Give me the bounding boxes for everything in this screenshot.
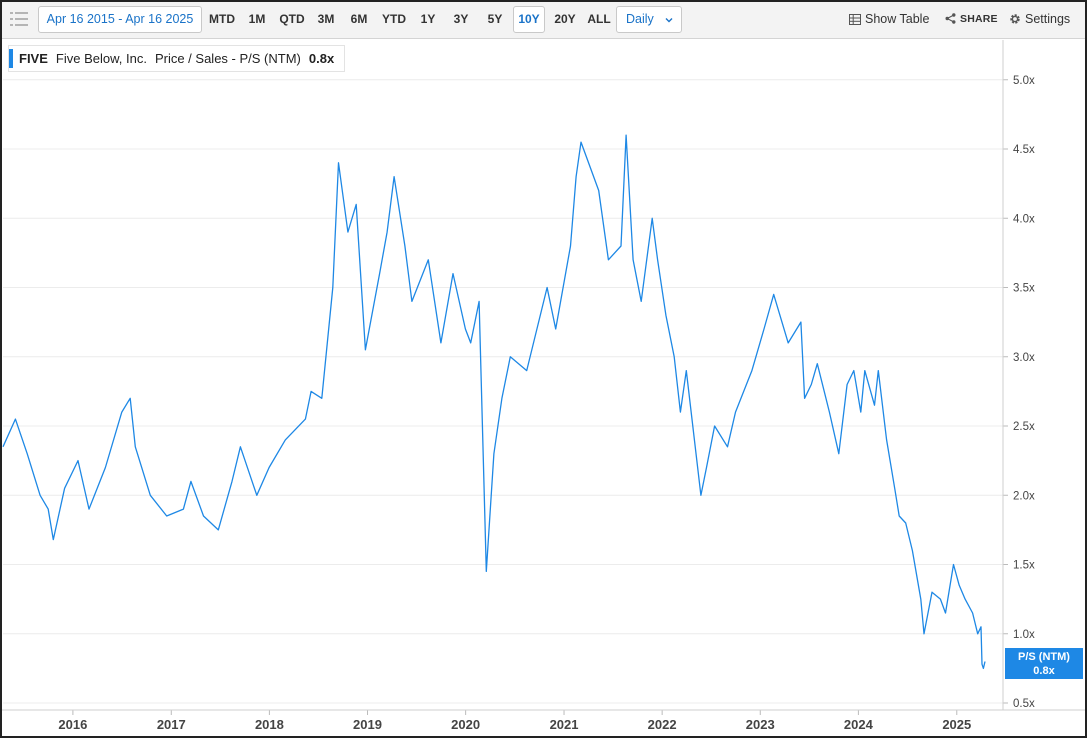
last-value-number: 0.8x <box>1033 665 1055 677</box>
show-table-button[interactable]: Show Table <box>849 6 929 33</box>
legend-value: 0.8x <box>308 51 335 66</box>
y-tick-label: 3.0x <box>1013 352 1035 364</box>
y-tick-label: 5.0x <box>1013 75 1035 87</box>
x-tick-label: 2017 <box>157 717 186 732</box>
menu-icon[interactable] <box>10 11 28 27</box>
range-button-1y[interactable]: 1Y <box>420 12 436 26</box>
table-icon <box>849 14 861 25</box>
y-tick-label: 4.5x <box>1013 144 1035 156</box>
x-tick-label: 2025 <box>942 717 971 732</box>
grid-lines <box>3 79 1003 704</box>
chevron-down-icon <box>665 18 673 23</box>
range-button-all[interactable]: ALL <box>587 12 611 26</box>
y-tick-label: 2.0x <box>1013 490 1035 502</box>
settings-label: Settings <box>1025 12 1071 26</box>
x-tick-label: 2016 <box>58 717 87 732</box>
x-tick-label: 2021 <box>550 717 579 732</box>
show-table-label: Show Table <box>865 12 930 26</box>
date-range-picker[interactable]: Apr 16 2015 - Apr 16 2025 <box>38 6 202 33</box>
last-value-tag: P/S (NTM) 0.8x <box>1005 648 1083 679</box>
legend-metric: Price / Sales - P/S (NTM) <box>154 51 301 66</box>
y-axis-ticks: 0.5x 1.0x 1.5x 2.0x 2.5x 3.0x 3.5x 4.0x 4.5x 5.0x <box>1003 75 1035 710</box>
legend-ticker: FIVE <box>19 51 48 66</box>
share-label: SHARE <box>960 13 998 25</box>
x-tick-label: 2020 <box>451 717 480 732</box>
range-button-qtd[interactable]: QTD <box>279 12 305 26</box>
range-button-3m[interactable]: 3M <box>317 12 335 26</box>
y-tick-label: 1.5x <box>1013 560 1035 572</box>
gear-icon <box>1010 14 1020 24</box>
y-tick-label: 1.0x <box>1013 629 1035 641</box>
legend-color-swatch <box>9 49 13 68</box>
range-button-10y[interactable]: 10Y <box>513 6 545 33</box>
x-axis-ticks: 2016 2017 2018 2019 2020 2021 2022 2023 2024 2025 <box>58 710 971 732</box>
share-icon <box>945 13 956 24</box>
last-value-label: P/S (NTM) <box>1018 651 1070 663</box>
toolbar: Apr 16 2015 - Apr 16 2025 MTD 1M QTD 3M … <box>2 2 1085 39</box>
y-tick-label: 0.5x <box>1013 698 1035 710</box>
y-tick-label: 2.5x <box>1013 421 1035 433</box>
y-tick-label: 3.5x <box>1013 283 1035 295</box>
range-button-5y[interactable]: 5Y <box>487 12 503 26</box>
range-button-6m[interactable]: 6M <box>350 12 368 26</box>
x-tick-label: 2018 <box>255 717 284 732</box>
x-tick-label: 2019 <box>353 717 382 732</box>
x-tick-label: 2022 <box>648 717 677 732</box>
range-button-mtd[interactable]: MTD <box>209 12 235 26</box>
x-tick-label: 2023 <box>746 717 775 732</box>
settings-button[interactable]: Settings <box>1009 6 1070 33</box>
frequency-value: Daily <box>626 12 654 26</box>
series-legend[interactable]: FIVE Five Below, Inc. Price / Sales - P/S … <box>8 45 346 72</box>
x-tick-label: 2024 <box>844 717 874 732</box>
y-tick-label: 4.0x <box>1013 213 1035 225</box>
range-button-20y[interactable]: 20Y <box>554 12 576 26</box>
frequency-select[interactable]: Daily <box>616 6 682 33</box>
range-button-1m[interactable]: 1M <box>248 12 266 26</box>
share-button[interactable]: SHARE <box>945 6 998 33</box>
series-line-ps-ntm <box>2 134 986 670</box>
range-button-3y[interactable]: 3Y <box>453 12 469 26</box>
range-button-ytd[interactable]: YTD <box>382 12 406 26</box>
legend-company: Five Below, Inc. <box>55 51 147 66</box>
